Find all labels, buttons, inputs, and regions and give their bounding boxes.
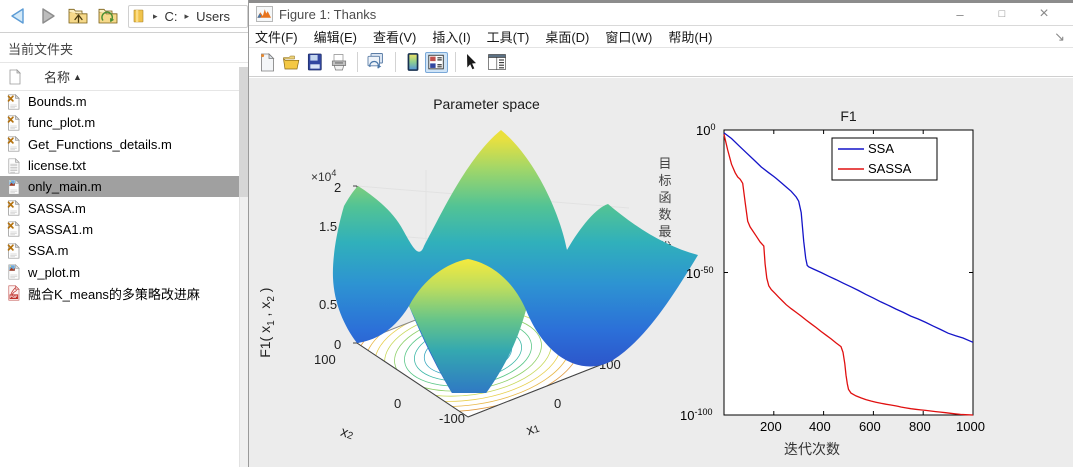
svg-text:SASSA: SASSA <box>868 161 912 176</box>
svg-text:SSA: SSA <box>868 141 894 156</box>
